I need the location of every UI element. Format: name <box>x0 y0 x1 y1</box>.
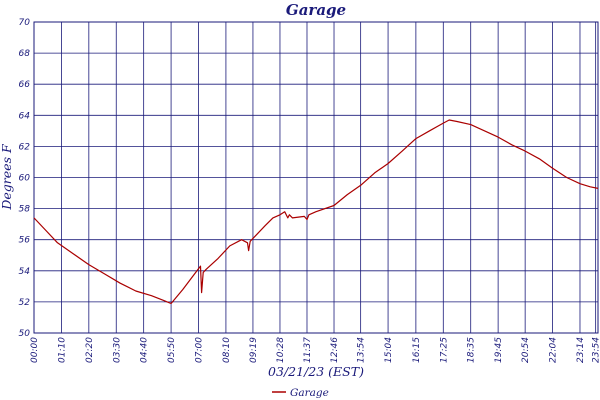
series-layer <box>33 119 599 305</box>
y-tick-label: 54 <box>19 267 31 277</box>
y-tick-label: 60 <box>19 174 31 184</box>
x-tick-label: 07:00 <box>195 337 205 363</box>
grid <box>33 21 598 334</box>
x-tick-label: 11:37 <box>303 337 313 363</box>
x-tick-label: 04:40 <box>140 337 150 363</box>
y-tick-label: 70 <box>19 18 31 28</box>
y-axis-ticks: 50 52 54 56 58 60 62 64 66 68 70 <box>19 18 31 339</box>
x-tick-label: 03:30 <box>112 337 122 363</box>
plot-area-border <box>33 21 599 334</box>
x-tick-label: 09:19 <box>249 337 259 363</box>
x-tick-label: 17:25 <box>439 337 449 363</box>
x-tick-label: 15:04 <box>384 337 394 363</box>
series-line-garage <box>33 119 599 305</box>
x-tick-label: 05:50 <box>167 337 177 363</box>
x-axis-label: 03/21/23 (EST) <box>268 364 364 379</box>
x-tick-label: 18:35 <box>467 337 477 363</box>
y-tick-label: 56 <box>19 236 31 246</box>
x-tick-label: 22:04 <box>549 337 559 363</box>
x-tick-label: 16:15 <box>412 337 422 363</box>
x-tick-label: 19:45 <box>494 337 504 363</box>
x-tick-label: 10:28 <box>276 337 286 363</box>
y-tick-label: 64 <box>19 111 31 121</box>
x-tick-label: 12:46 <box>330 337 340 363</box>
y-tick-label: 50 <box>19 329 31 339</box>
y-tick-label: 62 <box>19 142 31 152</box>
chart-title: Garage <box>286 1 346 19</box>
x-tick-label: 23:14 <box>576 337 586 363</box>
legend-entry-garage: Garage <box>290 387 329 399</box>
x-tick-label: 13:54 <box>357 337 367 363</box>
x-axis-ticks: 00:00 01:10 02:20 03:30 04:40 05:50 07:00 08:10… <box>30 337 600 363</box>
legend: Garage <box>272 387 329 399</box>
y-tick-label: 66 <box>19 80 31 90</box>
x-tick-label: 00:00 <box>30 337 40 363</box>
x-tick-label: 02:20 <box>85 337 95 363</box>
y-tick-label: 52 <box>19 298 31 308</box>
x-tick-label: 20:54 <box>521 337 531 363</box>
y-tick-label: 68 <box>19 49 31 59</box>
x-tick-label: 23:54 <box>592 337 600 363</box>
x-tick-label: 08:10 <box>222 337 232 363</box>
y-tick-label: 58 <box>19 205 31 215</box>
y-axis-label: Degrees F <box>0 143 14 211</box>
x-tick-label: 01:10 <box>57 337 67 363</box>
